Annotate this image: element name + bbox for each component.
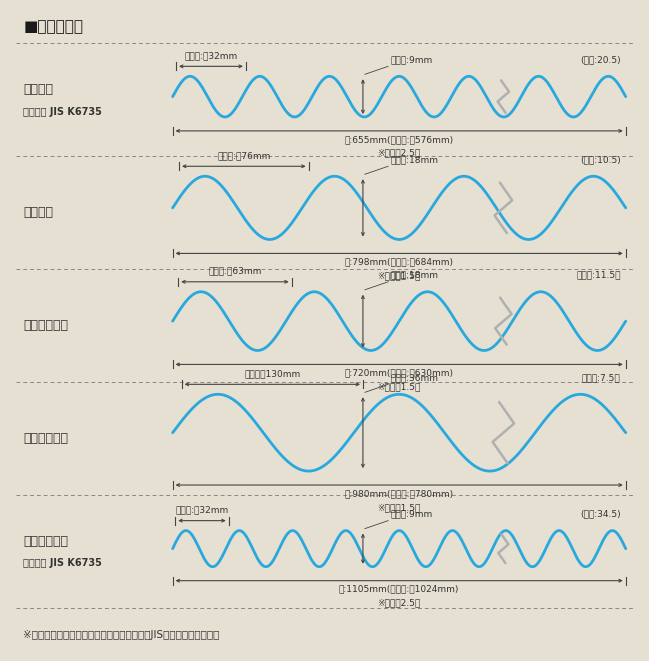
- Text: 鉄板大波: 鉄板大波: [23, 206, 53, 219]
- Text: (山数:20.5): (山数:20.5): [580, 56, 620, 64]
- Text: 幅:1105mm(働き幅:約1024mm): 幅:1105mm(働き幅:約1024mm): [339, 584, 459, 594]
- Text: 幅:655mm(働き幅:約576mm): 幅:655mm(働き幅:約576mm): [345, 135, 454, 144]
- Text: ビッチ:約63mm: ビッチ:約63mm: [208, 267, 262, 276]
- Text: ※重ね代1.5山: ※重ね代1.5山: [378, 271, 421, 280]
- Text: ※重ね代1.5山: ※重ね代1.5山: [378, 503, 421, 512]
- Text: ビッチ:約32mm: ビッチ:約32mm: [175, 506, 228, 515]
- Text: 鉄板小波: 鉄板小波: [23, 83, 53, 97]
- Text: ※鉄板大波・スレート小波・スレート大波にJIS規格はありません。: ※鉄板大波・スレート小波・スレート大波にJIS規格はありません。: [23, 630, 219, 640]
- Text: スレート小波: スレート小波: [23, 319, 68, 332]
- Text: 幅:798mm(働き幅:約684mm): 幅:798mm(働き幅:約684mm): [345, 257, 454, 266]
- Text: 幅:980mm(働き幅:約780mm): 幅:980mm(働き幅:約780mm): [345, 489, 454, 498]
- Text: ビッチ:約32mm: ビッチ:約32mm: [184, 52, 238, 60]
- Text: 幅:720mm(働き幅:約630mm): 幅:720mm(働き幅:約630mm): [345, 368, 454, 377]
- Text: 谷深さ:9mm: 谷深さ:9mm: [390, 56, 432, 64]
- Text: 規格番号 JIS K6735: 規格番号 JIS K6735: [23, 559, 102, 568]
- Text: スレート大波: スレート大波: [23, 432, 68, 445]
- Text: ※重ね代2.5山: ※重ね代2.5山: [378, 149, 421, 158]
- Text: 谷深さ:9mm: 谷深さ:9mm: [390, 510, 432, 519]
- Text: (山数:34.5): (山数:34.5): [580, 510, 620, 519]
- Text: ビッチ約130mm: ビッチ約130mm: [244, 369, 300, 378]
- Text: （山数:7.5）: （山数:7.5）: [582, 373, 620, 382]
- Text: 規格番号 JIS K6735: 規格番号 JIS K6735: [23, 106, 102, 116]
- Text: ※重ね代2.5山: ※重ね代2.5山: [378, 599, 421, 607]
- Text: 谷深さ:36mm: 谷深さ:36mm: [390, 373, 438, 382]
- Text: ※重ね代1.5山: ※重ね代1.5山: [378, 382, 421, 391]
- Text: 谷深さ:18mm: 谷深さ:18mm: [390, 155, 438, 165]
- Text: ■規格・寸法: ■規格・寸法: [23, 19, 83, 34]
- Text: （山数:11.5）: （山数:11.5）: [576, 271, 620, 280]
- Text: 鉄板小波広幅: 鉄板小波広幅: [23, 535, 68, 548]
- Text: (山数:10.5): (山数:10.5): [580, 155, 620, 165]
- Text: ビッチ:約76mm: ビッチ:約76mm: [217, 151, 271, 161]
- Text: 谷深さ:18mm: 谷深さ:18mm: [390, 271, 438, 280]
